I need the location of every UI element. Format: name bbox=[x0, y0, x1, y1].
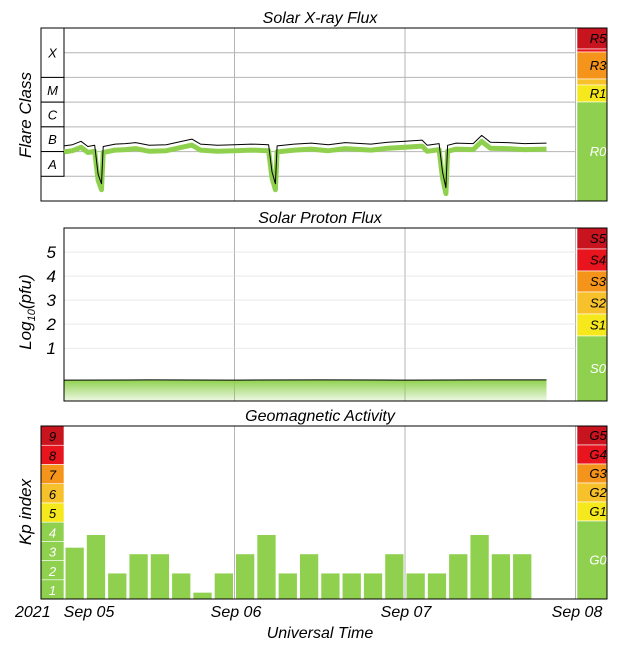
kp-bar-4 bbox=[151, 554, 169, 599]
kp-level-label-4: 4 bbox=[49, 525, 56, 540]
panel-0-scale-bar: R5 R3 R1 R0 bbox=[577, 28, 607, 201]
kp-level-label-6: 6 bbox=[49, 487, 57, 502]
panel-1-scale-bar: S5 S4 S3 S2 S1 S0 bbox=[577, 228, 607, 401]
kp-bar-6 bbox=[193, 593, 211, 599]
proton-ytick-1: 1 bbox=[47, 339, 56, 358]
kp-bar-2 bbox=[108, 573, 126, 599]
kp-bar-15 bbox=[385, 554, 403, 599]
kp-bar-17 bbox=[428, 573, 446, 599]
kp-bar-3 bbox=[129, 554, 147, 599]
scale-label-R3: R3 bbox=[590, 58, 607, 73]
proton-ytick-4: 4 bbox=[47, 267, 56, 286]
proton-title: Solar Proton Flux bbox=[258, 210, 383, 227]
kp-bar-8 bbox=[236, 554, 254, 599]
kp-level-label-7: 7 bbox=[49, 468, 57, 483]
kp-bar-9 bbox=[257, 535, 275, 599]
kp-level-label-3: 3 bbox=[49, 545, 57, 560]
scale-label-G3: G3 bbox=[589, 466, 607, 481]
kp-bar-20 bbox=[492, 554, 510, 599]
flare-class-label-C: C bbox=[48, 108, 58, 123]
kp-bar-10 bbox=[279, 573, 297, 599]
scale-label-G2: G2 bbox=[589, 485, 607, 500]
xaxis-tick-sep06: Sep 06 bbox=[211, 604, 262, 621]
kp-bar-14 bbox=[364, 573, 382, 599]
kp-bar-5 bbox=[172, 573, 190, 599]
proton-ytick-5: 5 bbox=[47, 243, 57, 262]
kp-bar-13 bbox=[343, 573, 361, 599]
flare-class-label-X: X bbox=[47, 46, 58, 61]
flare-class-label-M: M bbox=[47, 83, 58, 98]
proton-ylabel-unit: (pfu) bbox=[16, 274, 35, 309]
kp-level-label-8: 8 bbox=[49, 448, 57, 463]
kp-bar-21 bbox=[513, 554, 531, 599]
kp-bar-0 bbox=[66, 548, 84, 599]
xaxis-tick-sep05: Sep 05 bbox=[64, 604, 115, 621]
kp-bar-12 bbox=[321, 573, 339, 599]
xray-title: Solar X-ray Flux bbox=[263, 10, 379, 27]
proton-ytick-2: 2 bbox=[46, 315, 57, 334]
proton-ylabel: Log10(pfu) bbox=[16, 274, 38, 350]
scale-label-R0: R0 bbox=[590, 144, 607, 159]
proton-ylabel-subscript: 10 bbox=[26, 308, 38, 321]
xaxis-year: 2021 bbox=[14, 604, 51, 621]
kp-level-label-1: 1 bbox=[49, 583, 56, 598]
kp-bar-1 bbox=[87, 535, 105, 599]
scale-label-R1: R1 bbox=[590, 86, 607, 101]
xaxis-tick-sep07: Sep 07 bbox=[381, 604, 433, 621]
scale-label-S2: S2 bbox=[590, 296, 607, 311]
scale-level-R2 bbox=[577, 79, 607, 85]
xaxis-tick-sep08: Sep 08 bbox=[552, 604, 603, 621]
scale-label-S0: S0 bbox=[590, 361, 607, 376]
panel-0-bg bbox=[41, 28, 607, 201]
xray-ylabel: Flare Class bbox=[16, 72, 35, 158]
panel-2-scale-bar: G5 G4 G3 G2 G1 G0 bbox=[577, 426, 607, 599]
scale-label-S3: S3 bbox=[590, 274, 607, 289]
kp-bar-7 bbox=[215, 573, 233, 599]
scale-label-G0: G0 bbox=[589, 553, 607, 568]
panel-1-bg bbox=[41, 228, 607, 401]
kp-bar-16 bbox=[407, 573, 425, 599]
kp-bar-18 bbox=[449, 554, 467, 599]
kp-level-label-2: 2 bbox=[48, 564, 57, 579]
kp-bar-11 bbox=[300, 554, 318, 599]
kp-level-label-5: 5 bbox=[49, 506, 57, 521]
kp-ylabel: Kp index bbox=[16, 478, 35, 545]
flare-class-label-A: A bbox=[47, 157, 57, 172]
scale-label-S5: S5 bbox=[590, 231, 607, 246]
xaxis-label: Universal Time bbox=[267, 625, 374, 642]
scale-label-G5: G5 bbox=[589, 428, 607, 443]
flare-class-label-B: B bbox=[48, 132, 57, 147]
scale-label-G1: G1 bbox=[589, 504, 606, 519]
scale-label-S4: S4 bbox=[590, 253, 606, 268]
kp-bar-19 bbox=[470, 535, 488, 599]
proton-ytick-3: 3 bbox=[47, 291, 57, 310]
kp-level-label-9: 9 bbox=[49, 429, 56, 444]
scale-level-R4 bbox=[577, 49, 607, 52]
scale-label-R5: R5 bbox=[590, 31, 607, 46]
geomag-title: Geomagnetic Activity bbox=[245, 408, 396, 425]
scale-label-S1: S1 bbox=[590, 318, 606, 333]
proton-flux-area bbox=[64, 380, 547, 401]
scale-label-G4: G4 bbox=[589, 447, 606, 462]
